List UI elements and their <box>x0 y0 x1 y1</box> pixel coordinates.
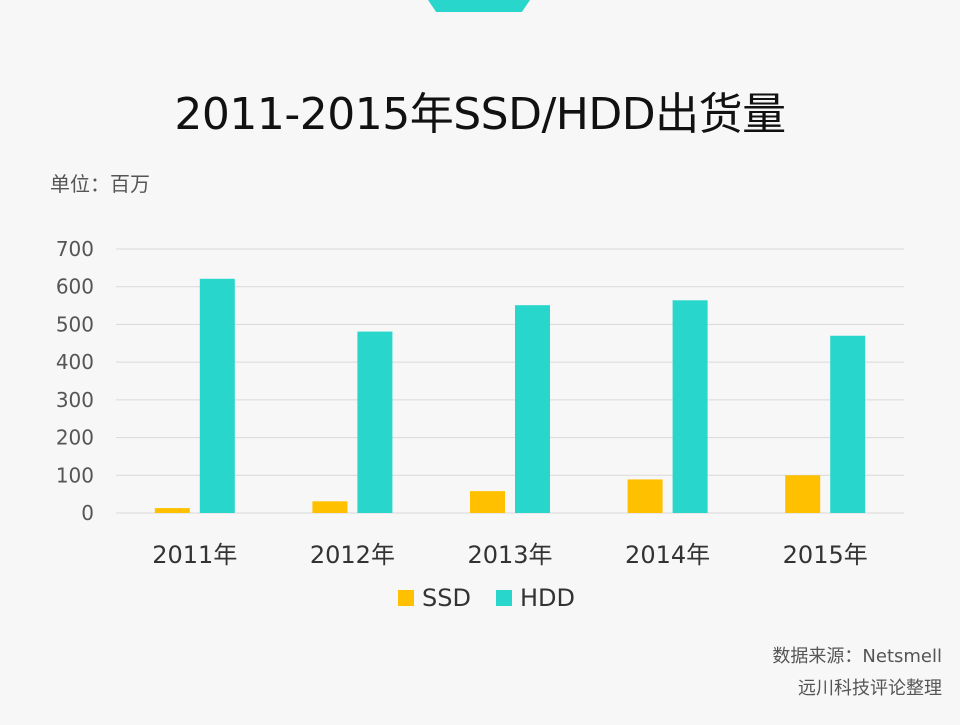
source-line-1: 数据来源：Netsmell <box>772 646 942 667</box>
y-tick-label: 400 <box>56 350 94 374</box>
x-tick-label: 2012年 <box>310 541 395 569</box>
bar-ssd-1 <box>312 501 348 513</box>
unit-label: 单位：百万 <box>50 172 150 196</box>
y-tick-label: 700 <box>56 237 94 261</box>
bar-ssd-4 <box>785 475 821 513</box>
legend-swatch-hdd <box>496 590 512 606</box>
x-tick-label: 2013年 <box>467 541 552 569</box>
source-line-2: 远川科技评论整理 <box>798 678 942 699</box>
bar-hdd-2 <box>515 305 550 513</box>
legend-label-hdd: HDD <box>520 584 575 612</box>
top-tab-decoration <box>428 0 530 12</box>
y-tick-label: 600 <box>56 275 94 299</box>
bar-ssd-2 <box>470 491 505 513</box>
y-tick-label: 500 <box>56 312 94 336</box>
legend-swatch-ssd <box>398 590 414 606</box>
legend-label-ssd: SSD <box>422 584 471 612</box>
chart-title: 2011-2015年SSD/HDD出货量 <box>174 89 786 140</box>
y-tick-label: 0 <box>81 501 94 525</box>
bar-hdd-4 <box>830 335 866 513</box>
bar-hdd-1 <box>357 331 393 513</box>
x-tick-label: 2011年 <box>152 541 237 569</box>
bar-hdd-0 <box>199 278 235 513</box>
y-tick-label: 300 <box>56 388 94 412</box>
y-tick-label: 200 <box>56 426 94 450</box>
x-tick-label: 2015年 <box>783 541 868 569</box>
bar-hdd-3 <box>672 300 708 513</box>
bar-ssd-3 <box>627 479 663 513</box>
bar-ssd-0 <box>154 508 190 513</box>
x-tick-label: 2014年 <box>625 541 710 569</box>
y-tick-label: 100 <box>56 463 94 487</box>
